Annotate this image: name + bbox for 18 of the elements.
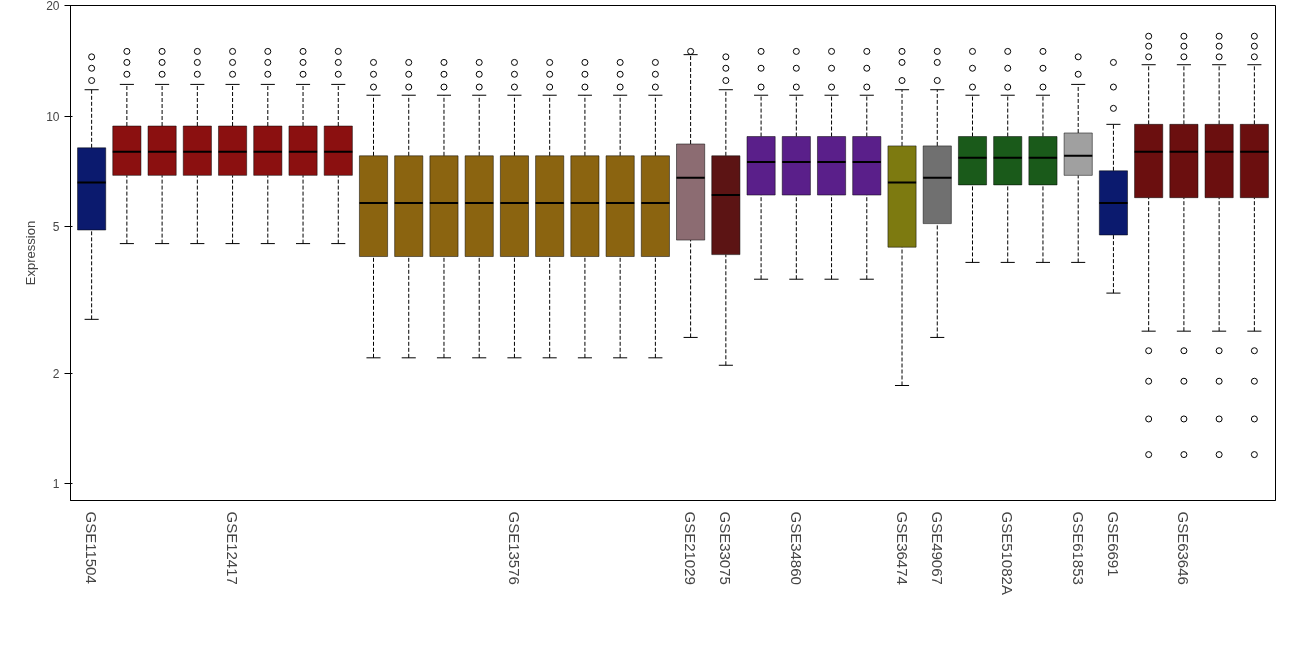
y-tick-label: 20 [46, 0, 60, 13]
y-tick-label: 5 [52, 220, 60, 235]
x-tick-label: GSE34860 [787, 511, 805, 585]
x-tick-label: GSE13576 [505, 511, 523, 585]
x-tick-label: GSE36474 [893, 511, 911, 585]
x-tick-label: GSE6691 [1104, 511, 1122, 577]
x-tick-label: GSE12417 [224, 511, 242, 585]
x-tick-label: GSE21029 [682, 511, 700, 585]
x-tick-label: GSE51082A [999, 511, 1017, 595]
x-tick-label: GSE11504 [83, 511, 101, 584]
x-tick-label: GSE63646 [1175, 511, 1193, 585]
y-tick-label: 1 [52, 477, 60, 492]
x-tick-label: GSE49067 [928, 511, 946, 585]
y-axis-title: Expression [23, 220, 39, 286]
x-tick-label: GSE61853 [1069, 511, 1087, 585]
x-tick-label: GSE33075 [717, 511, 735, 585]
y-tick-label: 2 [52, 366, 60, 381]
y-tick-label: 10 [46, 109, 60, 124]
